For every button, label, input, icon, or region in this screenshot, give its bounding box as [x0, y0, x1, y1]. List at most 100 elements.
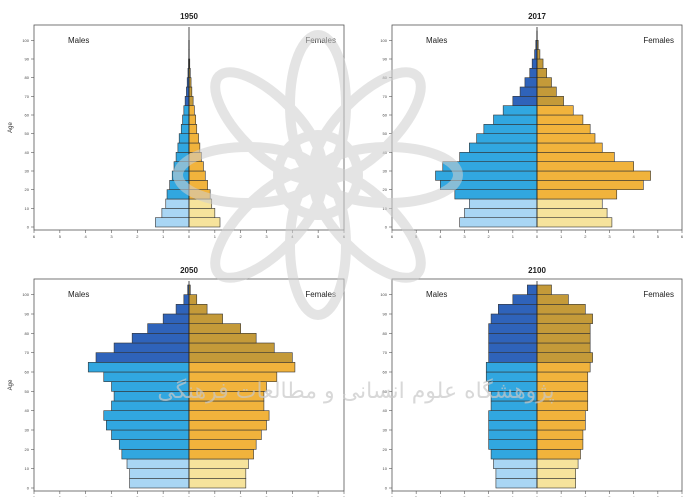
age-tick-label: 40 [25, 408, 30, 413]
females-label: Females [643, 36, 674, 45]
male-bar-70-74 [113, 342, 190, 353]
males-label: Males [68, 36, 89, 45]
female-bar-95-99 [188, 294, 198, 305]
female-bar-45-49 [188, 133, 199, 144]
male-bar-25-29 [111, 429, 190, 440]
female-bar-60-64 [188, 362, 296, 373]
male-bar-45-49 [178, 133, 190, 144]
panel-title: 1950 [180, 12, 198, 21]
age-tick-label: 80 [25, 331, 30, 336]
female-bar-10-14 [536, 198, 603, 209]
watermark-logo [178, 35, 458, 315]
female-bar-15-19 [536, 449, 581, 460]
male-bar-75-79 [131, 333, 190, 344]
male-bar-65-69 [488, 352, 538, 363]
male-bar-40-44 [177, 142, 190, 153]
female-bar-60-64 [536, 362, 591, 373]
watermark-text: پژوهشگاه علوم انسانی و مطالعات فرهنگی [157, 378, 554, 404]
female-bar-0-4 [536, 478, 576, 489]
x-tick-label: 1 [214, 495, 217, 497]
male-bar-10-14 [493, 458, 538, 469]
age-tick-label: 90 [25, 312, 30, 317]
male-bar-75-79 [488, 333, 538, 344]
x-tick-label: 5 [657, 495, 660, 497]
female-bar-80-84 [536, 323, 591, 334]
x-tick-label: 2 [136, 234, 139, 239]
age-tick-label: 50 [383, 131, 388, 136]
x-tick-label: 2 [584, 234, 587, 239]
age-tick-label: 30 [25, 428, 30, 433]
x-tick-label: 5 [415, 495, 418, 497]
female-bar-30-34 [188, 420, 267, 431]
female-bar-65-69 [536, 352, 593, 363]
age-tick-label: 0 [385, 225, 388, 230]
x-tick-label: 2 [488, 495, 491, 497]
male-bar-5-9 [129, 468, 190, 479]
females-label: Females [305, 36, 336, 45]
female-bar-80-84 [188, 323, 241, 334]
male-bar-50-54 [483, 124, 538, 134]
age-tick-label: 100 [380, 38, 387, 43]
female-bar-35-39 [536, 152, 615, 162]
male-bar-70-74 [488, 342, 538, 353]
age-tick-label: 20 [383, 447, 388, 452]
female-bar-25-29 [536, 429, 584, 440]
x-tick-label: 5 [317, 234, 320, 239]
female-bar-45-49 [536, 133, 596, 144]
x-tick-label: 0 [536, 495, 539, 497]
male-bar-15-19 [121, 449, 190, 460]
age-tick-label: 50 [383, 389, 388, 394]
male-bar-5-9 [161, 208, 190, 218]
male-bar-95-99 [512, 294, 538, 305]
x-tick-label: 3 [463, 234, 466, 239]
male-bar-80-84 [147, 323, 190, 334]
x-tick-label: 3 [265, 495, 268, 497]
male-bar-25-29 [435, 170, 538, 181]
male-bar-40-44 [469, 142, 538, 153]
male-bar-85-89 [162, 313, 190, 324]
male-bar-55-59 [493, 114, 538, 125]
y-axis-label: Age [8, 122, 14, 133]
x-tick-label: 2 [136, 495, 139, 497]
age-tick-label: 60 [25, 370, 30, 375]
female-bar-85-89 [536, 58, 544, 69]
female-bar-85-89 [188, 313, 223, 324]
age-tick-label: 100 [22, 38, 29, 43]
female-bar-55-59 [188, 114, 197, 125]
age-tick-label: 20 [25, 187, 30, 192]
female-bar-15-19 [188, 449, 254, 460]
male-bar-25-29 [488, 429, 538, 440]
x-tick-label: 6 [33, 495, 36, 497]
x-tick-label: 1 [162, 495, 165, 497]
age-tick-label: 0 [27, 486, 30, 491]
female-bar-0-4 [188, 217, 221, 228]
male-bar-35-39 [459, 152, 538, 162]
x-tick-label: 3 [110, 234, 113, 239]
x-tick-label: 5 [657, 234, 660, 239]
female-bar-65-69 [188, 96, 194, 106]
x-tick-label: 6 [391, 495, 394, 497]
male-bar-35-39 [488, 410, 538, 421]
age-tick-label: 90 [25, 57, 30, 62]
female-bar-90-94 [536, 304, 586, 315]
female-bar-35-39 [536, 410, 586, 421]
age-tick-label: 30 [383, 169, 388, 174]
female-bar-40-44 [536, 142, 603, 153]
x-tick-label: 1 [214, 234, 217, 239]
female-bar-90-94 [188, 304, 208, 315]
female-bar-75-79 [536, 333, 591, 344]
female-bar-5-9 [188, 468, 247, 479]
x-tick-label: 1 [162, 234, 165, 239]
female-bar-90-94 [536, 49, 541, 60]
x-tick-label: 0 [188, 234, 191, 239]
age-tick-label: 100 [380, 292, 387, 297]
female-bar-75-79 [188, 333, 257, 344]
male-bar-15-19 [490, 449, 538, 460]
age-tick-label: 50 [25, 131, 30, 136]
female-bar-75-79 [536, 77, 552, 88]
male-bar-85-89 [490, 313, 538, 324]
male-bar-85-89 [531, 58, 538, 69]
female-bar-70-74 [188, 86, 193, 97]
